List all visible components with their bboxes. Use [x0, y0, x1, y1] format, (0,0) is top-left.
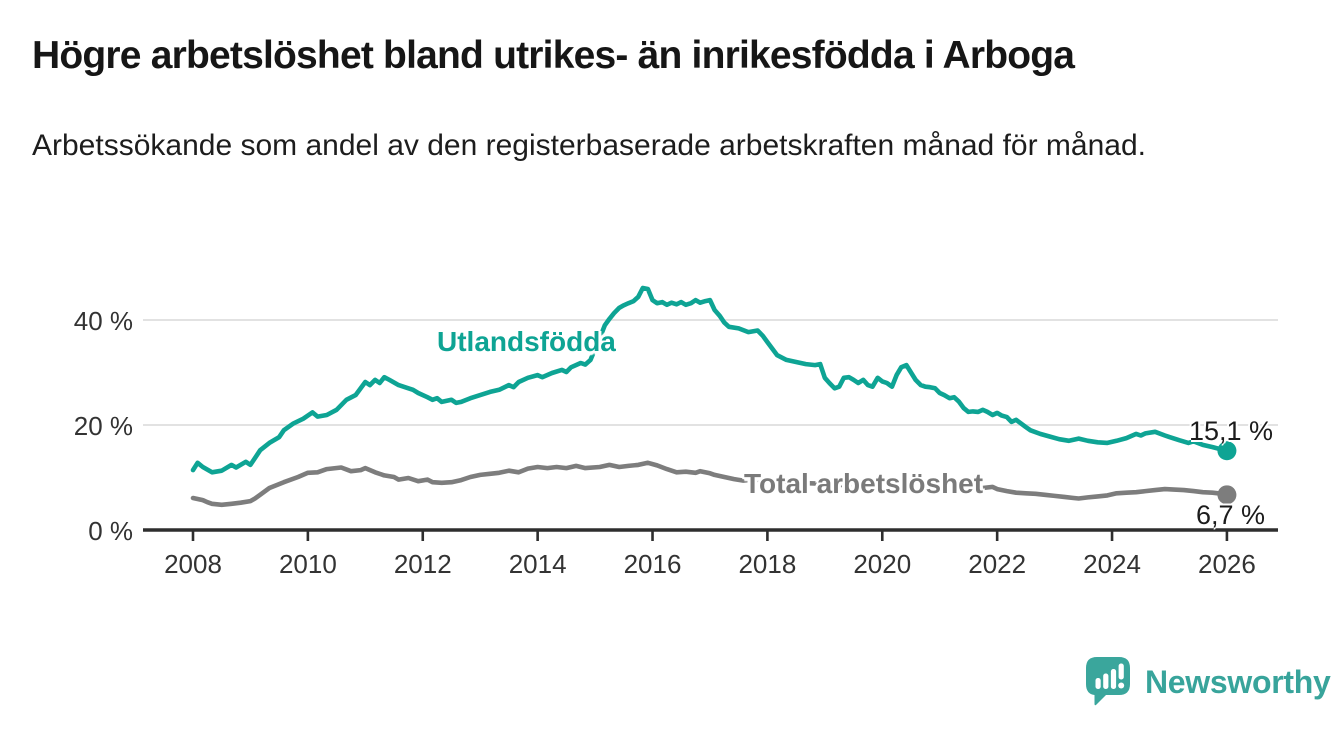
y-tick-label-20: 20 %	[73, 411, 133, 441]
y-tick-label-0: 0 %	[88, 516, 133, 546]
newsworthy-logo: Newsworthy	[1084, 655, 1331, 709]
end-value-total: 6,7 %	[1196, 500, 1266, 530]
series-line-total	[190, 460, 1230, 508]
chart-subtitle: Arbetssökande som andel av den registerb…	[32, 129, 1146, 162]
x-tick-label-2012: 2012	[393, 549, 452, 579]
x-tick-label-2026: 2026	[1197, 549, 1256, 579]
x-tick-label-2018: 2018	[738, 549, 797, 579]
x-tick-label-2016: 2016	[623, 549, 682, 579]
x-tick-label-2014: 2014	[508, 549, 567, 579]
x-tick-label-2008: 2008	[164, 549, 222, 579]
x-tick-label-2010: 2010	[278, 549, 337, 579]
series-label-total-arbetsloshet: Total arbetslöshet	[744, 468, 984, 499]
newsworthy-logo-icon	[1086, 657, 1130, 706]
page-title: Högre arbetslöshet bland utrikes- än inr…	[32, 34, 1075, 77]
newsworthy-logo-text: Newsworthy	[1145, 663, 1331, 700]
series-end-dot-utlandsfodda	[1217, 441, 1237, 461]
series-label-utlandsfodda: Utlandsfödda	[437, 326, 616, 357]
end-value-utlandsfodda: 15,1 %	[1189, 416, 1274, 446]
x-tick-label-2020: 2020	[853, 549, 912, 579]
y-tick-label-40: 40 %	[73, 306, 133, 336]
series-line-utlandsfodda	[190, 285, 1230, 475]
series-end-dot-total	[1217, 485, 1237, 505]
x-tick-label-2022: 2022	[968, 549, 1027, 579]
x-tick-label-2024: 2024	[1083, 549, 1141, 579]
